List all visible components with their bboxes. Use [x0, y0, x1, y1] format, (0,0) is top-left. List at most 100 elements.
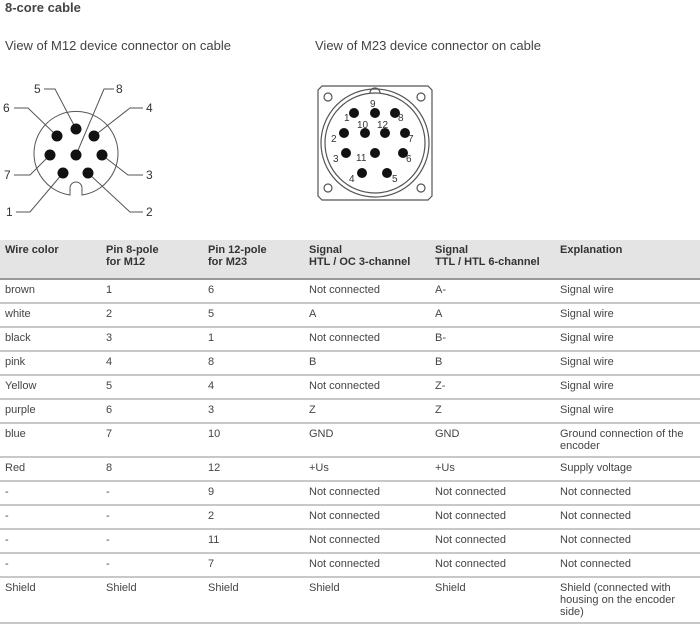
pin-dot: [339, 128, 349, 138]
column-header: Explanation: [555, 240, 700, 280]
table-cell: blue: [0, 423, 101, 458]
table-cell: 11: [203, 529, 304, 554]
table-cell: -: [101, 529, 203, 554]
pin-dot: [349, 108, 359, 118]
m12-pin-label: 2: [146, 205, 153, 219]
pinout-table: Wire color Pin 8-pole for M12 Pin 12-pole fo…: [0, 240, 700, 624]
pin-dot: [70, 149, 82, 161]
table-row: - -7 Not connected Not connected Not connect…: [0, 553, 700, 578]
m23-pin-label: 1: [344, 113, 350, 124]
table-cell: Supply voltage: [555, 457, 700, 482]
column-header-line: Explanation: [560, 244, 623, 256]
pin-dot: [44, 149, 56, 161]
table-cell: Not connected: [430, 505, 555, 530]
column-header-line: Signal: [309, 244, 343, 256]
table-cell: 5: [203, 303, 304, 328]
pin-leader-line: [16, 172, 64, 213]
table-row: purple 6 3 Z Z Signal wire: [0, 399, 700, 424]
m12-pin-label: 8: [116, 82, 123, 96]
table-cell: Z: [304, 399, 430, 424]
table-cell: Signal wire: [555, 375, 700, 400]
table-cell: 7: [203, 553, 304, 578]
table-row: blue 7 10 GND GND Ground connection of the en…: [0, 423, 700, 458]
pin-leader-line: [101, 154, 143, 176]
table-cell: Not connected: [430, 553, 555, 578]
m23-pin-label: 2: [331, 134, 337, 145]
table-cell: Signal wire: [555, 327, 700, 352]
table-cell: 4: [101, 351, 203, 376]
table-row: pink 4 8 B B Signal wire: [0, 351, 700, 376]
table-cell: 12: [203, 457, 304, 482]
column-header: Wire color: [0, 240, 101, 280]
table-row: - -9 Not connected Not connected Not connect…: [0, 481, 700, 506]
pin-dot: [96, 149, 108, 161]
table-cell: 1: [203, 327, 304, 352]
table-cell: Shield: [0, 577, 101, 624]
pin-leader-line: [14, 154, 51, 176]
table-row: white 2 5 A A Signal wire: [0, 303, 700, 328]
table-cell: Not connected: [304, 327, 430, 352]
m23-pin-label: 4: [349, 174, 355, 185]
m12-pin-label: 4: [146, 101, 153, 115]
column-header-line: TTL / HTL 6-channel: [435, 256, 540, 268]
column-header: Signal HTL / OC 3-channel: [304, 240, 430, 280]
pin-dot: [398, 148, 408, 158]
column-header-line: for M23: [208, 256, 248, 268]
table-cell: A: [430, 303, 555, 328]
table-cell: 2: [101, 303, 203, 328]
m23-pin-label: 7: [408, 134, 414, 145]
table-cell: GND: [430, 423, 555, 458]
table-cell: Not connected: [304, 279, 430, 304]
table-cell: Not connected: [555, 505, 700, 530]
m23-connector-diagram: [317, 85, 433, 201]
table-cell: 6: [101, 399, 203, 424]
m12-pin-label: 3: [146, 168, 153, 182]
table-cell: 2: [203, 505, 304, 530]
table-cell: -: [101, 505, 203, 530]
table-cell: purple: [0, 399, 101, 424]
pin-dot: [70, 123, 82, 135]
pin-dot: [370, 108, 380, 118]
column-header-line: Wire color: [5, 244, 59, 256]
table-row: Yellow 5 4 Not connected Z- Signal wire: [0, 375, 700, 400]
section-title: 8-core cable: [5, 0, 81, 15]
table-cell: Ground connection of the encoder: [555, 423, 700, 458]
table-cell: Not connected: [555, 553, 700, 578]
table-cell: Not connected: [555, 529, 700, 554]
column-header: Pin 12-pole for M23: [203, 240, 304, 280]
table-cell: -: [0, 553, 101, 578]
table-cell: Shield: [203, 577, 304, 624]
m12-caption: View of M12 device connector on cable: [5, 38, 231, 53]
table-cell: pink: [0, 351, 101, 376]
pin-leader-line: [14, 107, 58, 137]
column-header-line: Signal: [435, 244, 469, 256]
table-cell: brown: [0, 279, 101, 304]
table-cell: 5: [101, 375, 203, 400]
table-cell: 6: [203, 279, 304, 304]
column-header-line: for M12: [106, 256, 146, 268]
m23-pin-label: 8: [398, 113, 404, 124]
column-header: Signal TTL / HTL 6-channel: [430, 240, 555, 280]
table-cell: B-: [430, 327, 555, 352]
pin-dot: [57, 167, 69, 179]
pin-leader-line: [44, 88, 77, 130]
pin-dot: [82, 167, 94, 179]
table-cell: Shield (connected with housing on the en…: [555, 577, 700, 624]
m12-pin-label: 5: [34, 82, 41, 96]
table-cell: Not connected: [430, 481, 555, 506]
m23-caption: View of M23 device connector on cable: [315, 38, 541, 53]
table-cell: Shield: [430, 577, 555, 624]
table-cell: 4: [203, 375, 304, 400]
table-cell: 10: [203, 423, 304, 458]
table-cell: 3: [203, 399, 304, 424]
m23-pin-label: 10: [357, 120, 369, 131]
table-cell: Z-: [430, 375, 555, 400]
table-cell: +Us: [304, 457, 430, 482]
table-cell: Not connected: [304, 529, 430, 554]
table-cell: 9: [203, 481, 304, 506]
table-cell: Signal wire: [555, 279, 700, 304]
pin-dot: [390, 108, 400, 118]
pin-leader-line: [93, 107, 143, 137]
table-row: Shield Shield Shield Shield Shield Shield (co…: [0, 577, 700, 624]
